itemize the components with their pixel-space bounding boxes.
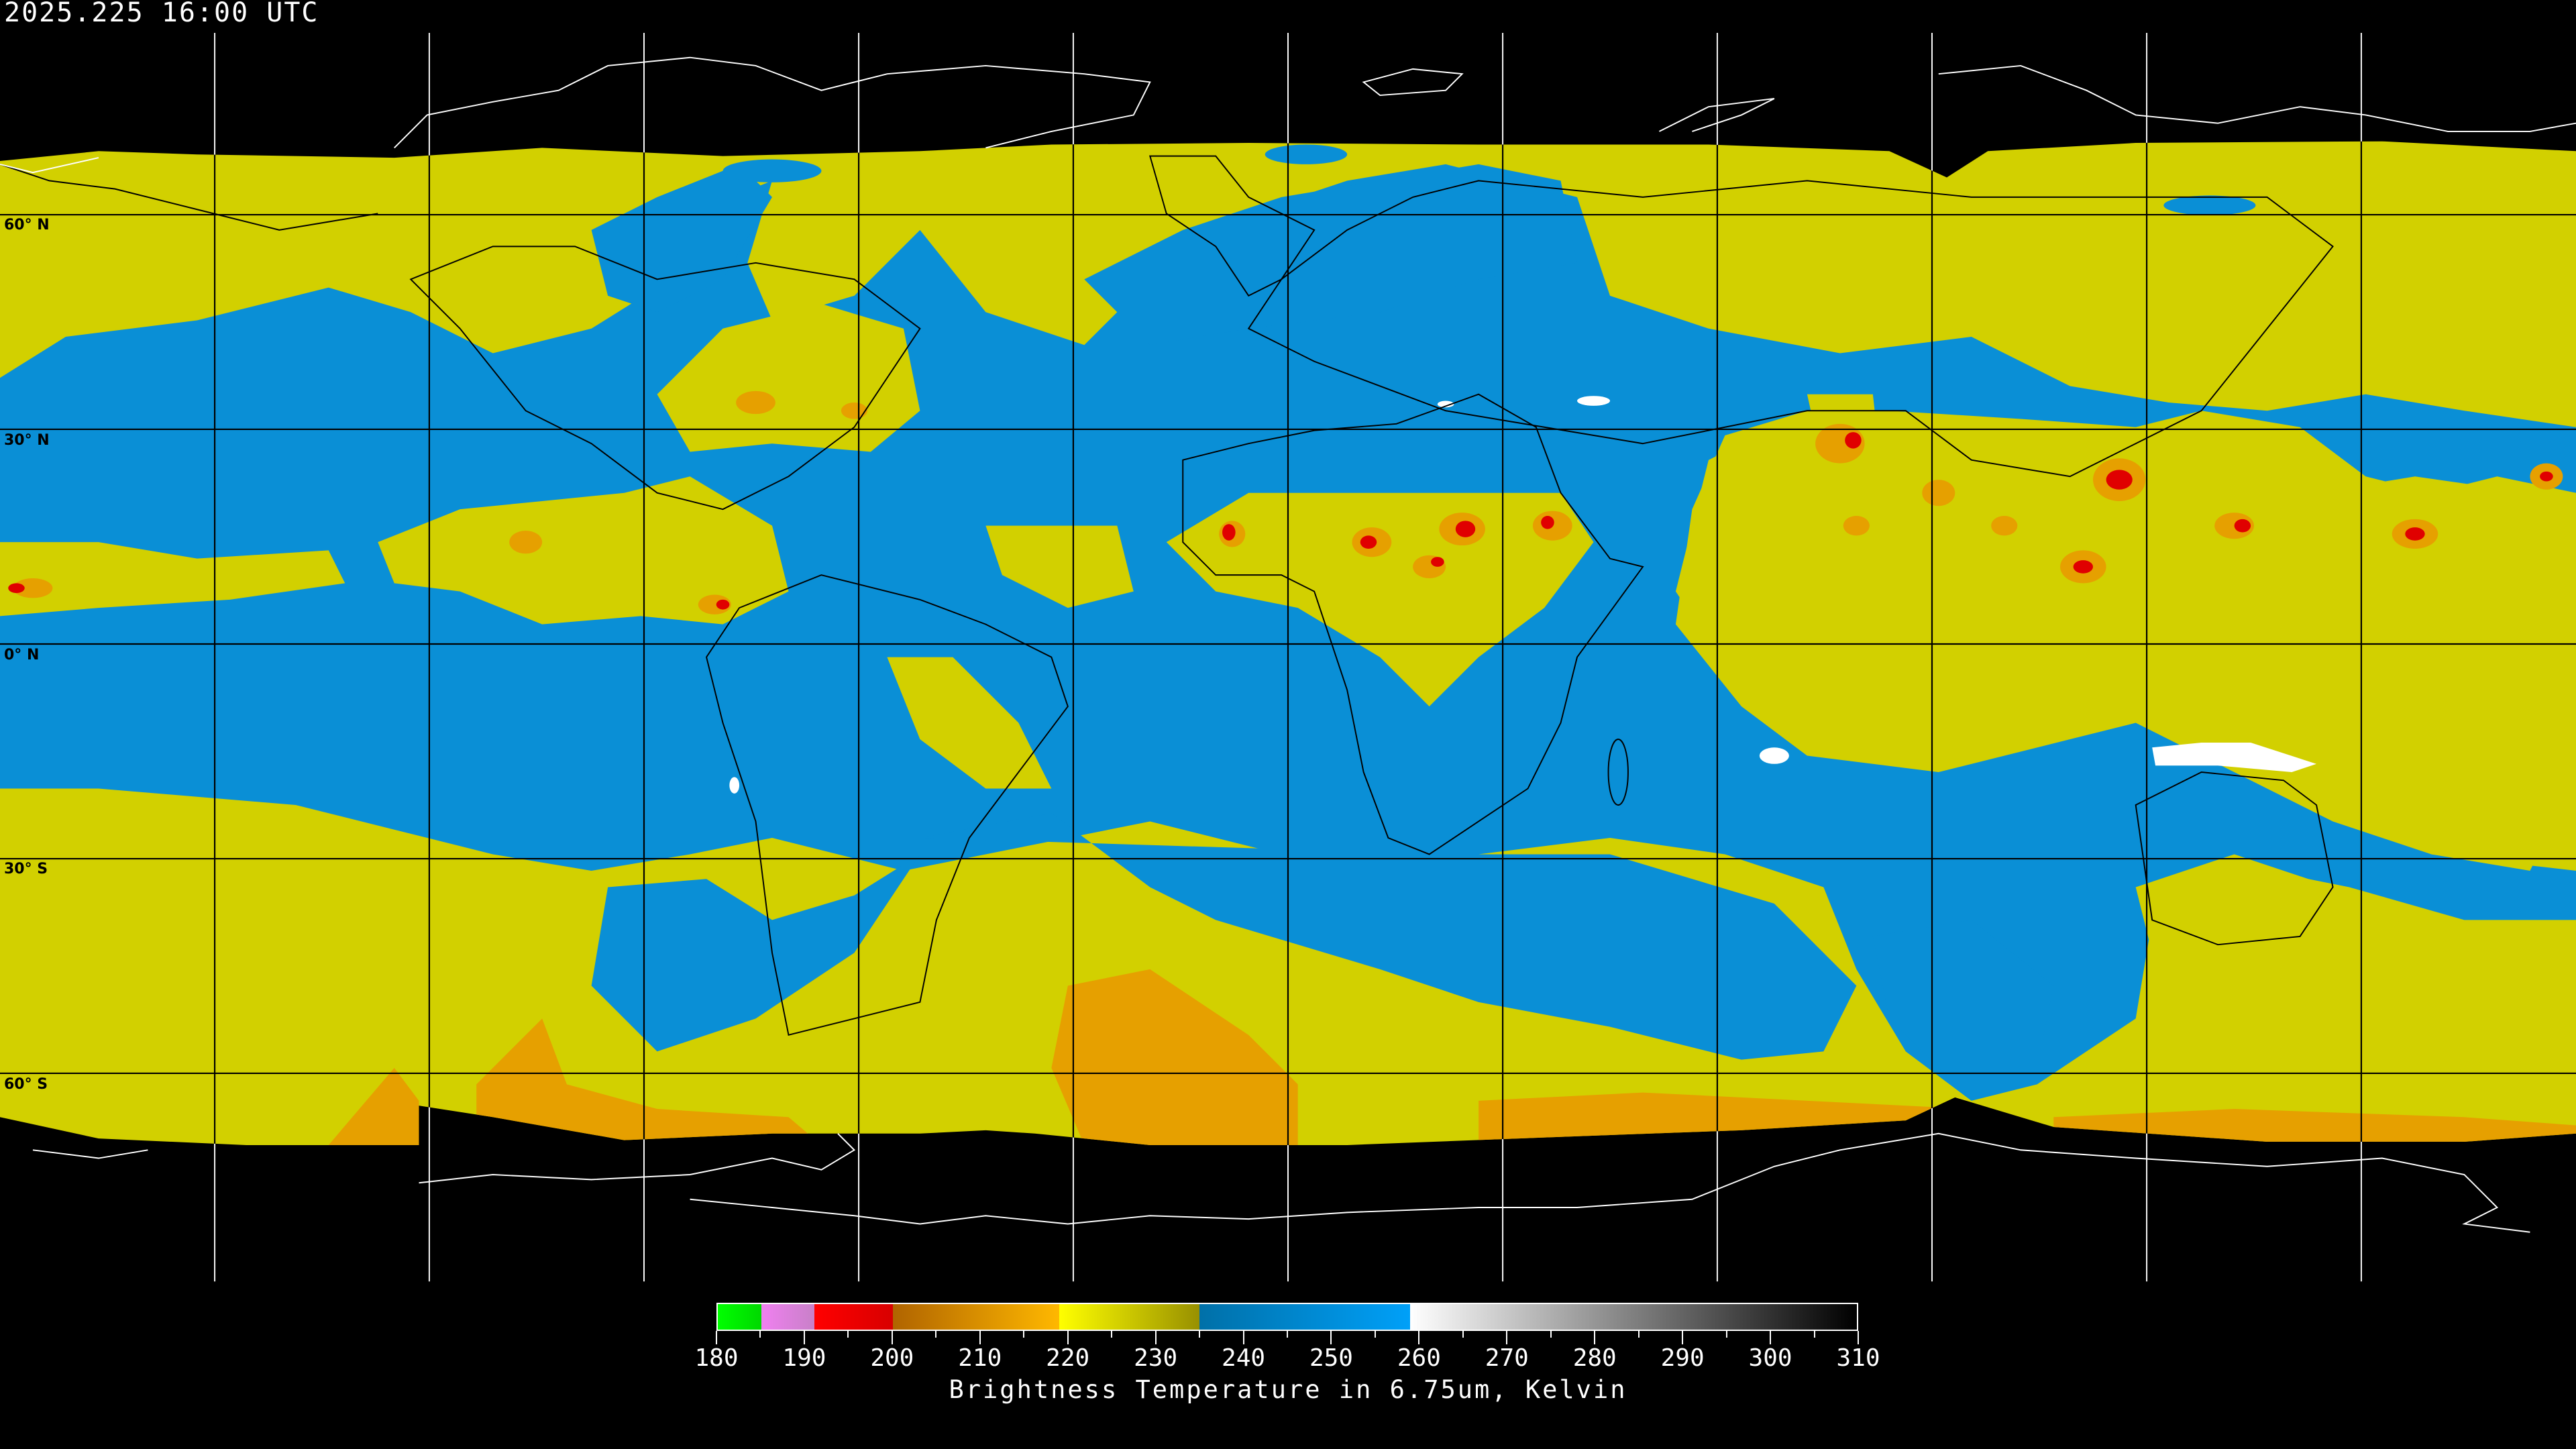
colorbar-tick-labels: 180 190 200 210 220 230 240 250 260 270 280 290 300 3…	[694, 1338, 1880, 1372]
colorbar-tick	[1418, 1331, 1420, 1344]
colorbar-tick	[1199, 1331, 1201, 1338]
colorbar-segment	[1059, 1304, 1200, 1330]
colorbar-tick	[1594, 1331, 1596, 1344]
colorbar-tick-label: 270	[1485, 1344, 1529, 1372]
colorbar-tick	[847, 1331, 849, 1338]
dry-region-europe	[1084, 164, 1578, 345]
colorbar-tick	[1858, 1331, 1859, 1344]
colorbar-tick	[1638, 1331, 1640, 1338]
colorbar-tick	[1813, 1331, 1815, 1338]
coastlines-image	[0, 155, 2334, 1036]
colorbar-tick-label: 230	[1134, 1344, 1178, 1372]
colorbar-segment	[761, 1304, 814, 1330]
colorbar-segment	[718, 1304, 762, 1330]
colorbar-tick	[1067, 1331, 1069, 1344]
timestamp-title: 2025.225 16:00 UTC	[4, 0, 319, 28]
colorbar-segment	[893, 1304, 1060, 1330]
dry-region-south-indian	[1872, 920, 2054, 1085]
colorbar-tick	[1550, 1331, 1552, 1338]
dry-region-canada	[591, 164, 773, 313]
colorbar-segment	[1409, 1304, 1857, 1330]
colorbar-tick	[1374, 1331, 1376, 1338]
very-cold-cloud-tops	[8, 432, 2553, 610]
cold-polar-regions	[328, 969, 2576, 1145]
colorbar-tick	[1770, 1331, 1772, 1344]
grid-lines-image	[0, 141, 2576, 1145]
colorbar-tick	[1462, 1331, 1464, 1338]
colorbar-tick-label: 310	[1836, 1344, 1880, 1372]
colorbar-tick	[891, 1331, 893, 1344]
colorbar-tick-label: 290	[1660, 1344, 1705, 1372]
colorbar-tick	[759, 1331, 761, 1338]
colorbar-tick	[1725, 1331, 1727, 1338]
colorbar-tick	[1155, 1331, 1157, 1344]
lat-label-60n: 60° N	[4, 217, 50, 233]
warm-spots	[729, 396, 2317, 794]
dry-region-south-atlantic	[920, 813, 1857, 1060]
colorbar-tick-label: 210	[958, 1344, 1002, 1372]
colorbar-title: Brightness Temperature in 6.75um, Kelvin	[949, 1375, 1627, 1404]
lat-label-60s: 60° S	[4, 1076, 48, 1093]
colorbar-tick	[1023, 1331, 1025, 1338]
dry-region-south-pacific	[591, 854, 920, 1052]
colorbar-tick	[1682, 1331, 1684, 1344]
colorbar-segment	[814, 1304, 894, 1330]
colorbar-segment	[1199, 1304, 1410, 1330]
lat-label-0n: 0° N	[4, 647, 40, 663]
colorbar-tick-label: 190	[782, 1344, 826, 1372]
water-vapor-map	[0, 32, 2576, 1282]
colorbar-tick	[979, 1331, 981, 1344]
colorbar-tick-label: 200	[870, 1344, 914, 1372]
lat-label-30s: 30° S	[4, 861, 48, 877]
colorbar-tick-label: 300	[1748, 1344, 1792, 1372]
colorbar-tick-label: 280	[1572, 1344, 1617, 1372]
colorbar-tick	[935, 1331, 937, 1338]
colorbar-tick	[716, 1331, 717, 1344]
colorbar-tick-label: 240	[1222, 1344, 1266, 1372]
colorbar	[716, 1303, 1858, 1331]
colorbar-tick-label: 260	[1397, 1344, 1441, 1372]
colorbar-tick-label: 220	[1046, 1344, 1090, 1372]
coastlines-space	[0, 56, 2576, 1233]
colorbar-tick	[1330, 1331, 1332, 1344]
colorbar-tick	[1287, 1331, 1288, 1338]
colorbar-tick-label: 180	[694, 1344, 739, 1372]
colorbar-tick	[1242, 1331, 1244, 1344]
colorbar-tick	[1506, 1331, 1508, 1344]
colorbar-tick-label: 250	[1309, 1344, 1353, 1372]
colorbar-ticks	[716, 1331, 1859, 1351]
colorbar-tick	[803, 1331, 805, 1344]
satellite-imagery	[0, 141, 2576, 1145]
colorbar-tick	[1111, 1331, 1113, 1338]
lat-label-30n: 30° N	[4, 432, 50, 449]
